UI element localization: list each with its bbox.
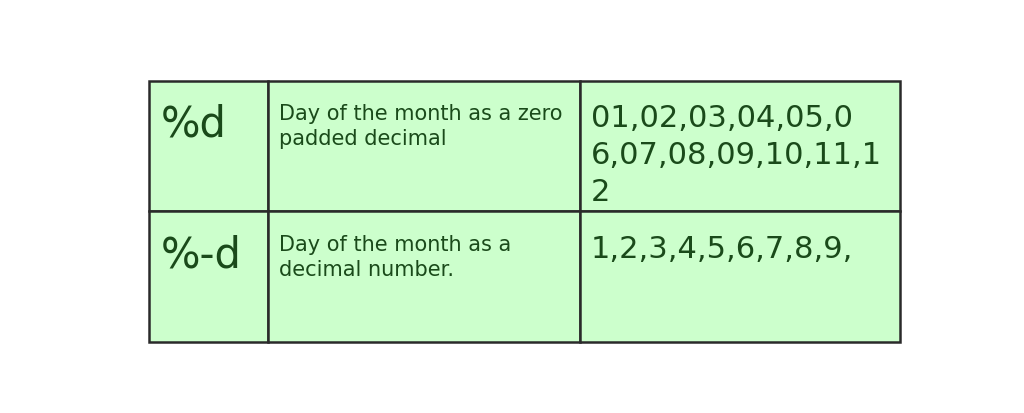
Text: Day of the month as a zero
padded decimal: Day of the month as a zero padded decima… <box>280 104 562 149</box>
Text: %d: %d <box>161 104 226 145</box>
Text: 1,2,3,4,5,6,7,8,9,: 1,2,3,4,5,6,7,8,9, <box>591 234 853 263</box>
Bar <box>150 212 268 342</box>
Bar <box>268 212 580 342</box>
Text: %-d: %-d <box>161 234 242 276</box>
Bar <box>580 212 900 342</box>
Text: Day of the month as a
decimal number.: Day of the month as a decimal number. <box>280 234 511 280</box>
Bar <box>580 81 900 212</box>
Bar <box>150 81 268 212</box>
Text: 01,02,03,04,05,0
6,07,08,09,10,11,1
2: 01,02,03,04,05,0 6,07,08,09,10,11,1 2 <box>591 104 882 206</box>
Bar <box>268 81 580 212</box>
